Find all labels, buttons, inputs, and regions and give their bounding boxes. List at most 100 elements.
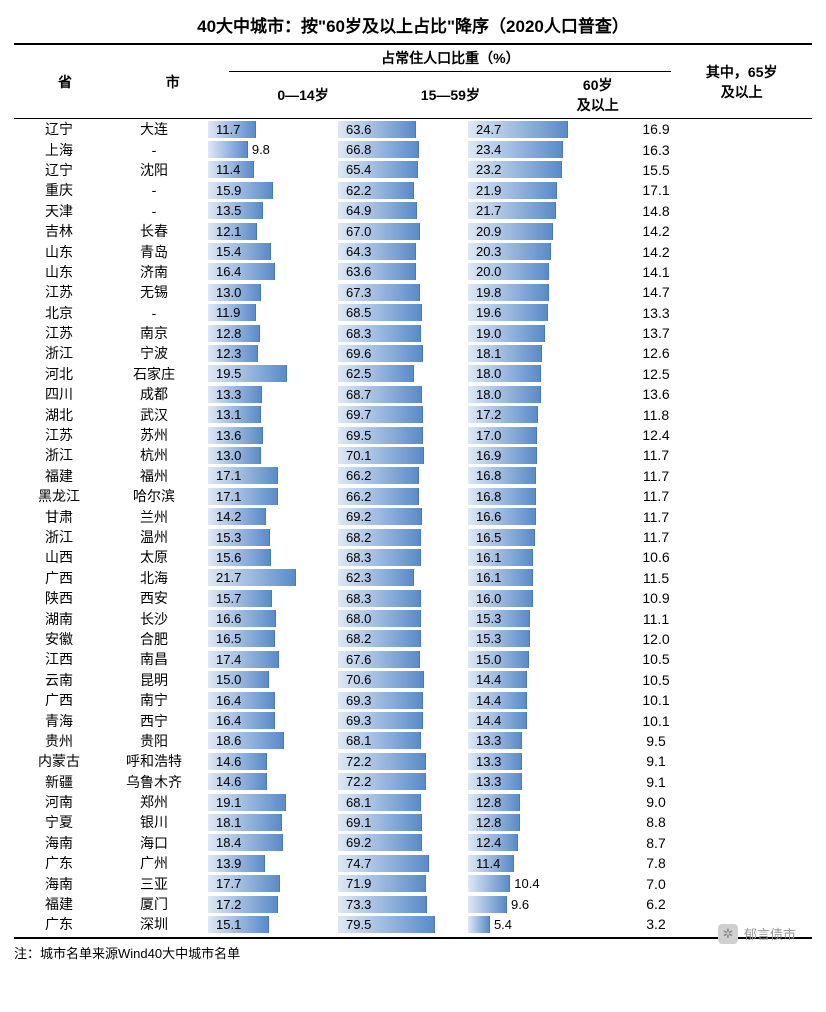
bar-cell: 68.7 bbox=[334, 386, 464, 403]
province-cell: 浙江 bbox=[14, 527, 104, 547]
age65-cell: 14.7 bbox=[594, 284, 718, 300]
province-cell: 宁夏 bbox=[14, 812, 104, 832]
province-cell: 福建 bbox=[14, 466, 104, 486]
province-cell: 江苏 bbox=[14, 425, 104, 445]
table-row: 内蒙古呼和浩特14.672.213.39.1 bbox=[14, 751, 812, 771]
bar-cell: 13.3 bbox=[464, 773, 594, 790]
bar-cell: 14.4 bbox=[464, 671, 594, 688]
bar-value: 67.3 bbox=[346, 284, 371, 301]
table-row: 吉林长春12.167.020.914.2 bbox=[14, 221, 812, 241]
table-row: 海南海口18.469.212.48.7 bbox=[14, 833, 812, 853]
province-cell: 黑龙江 bbox=[14, 486, 104, 506]
bar-value: 14.4 bbox=[476, 671, 501, 688]
province-cell: 江苏 bbox=[14, 323, 104, 343]
bar-cell: 68.1 bbox=[334, 794, 464, 811]
table-row: 江苏无锡13.067.319.814.7 bbox=[14, 282, 812, 302]
bar-cell: 68.2 bbox=[334, 529, 464, 546]
bar-value: 20.3 bbox=[476, 243, 501, 260]
city-cell: 乌鲁木齐 bbox=[104, 772, 204, 792]
bar-value: 16.8 bbox=[476, 467, 501, 484]
bar-cell: 16.1 bbox=[464, 549, 594, 566]
province-cell: 青海 bbox=[14, 711, 104, 731]
bar-value: 68.7 bbox=[346, 386, 371, 403]
city-cell: - bbox=[104, 142, 204, 158]
table-row: 广西北海21.762.316.111.5 bbox=[14, 568, 812, 588]
bar-cell: 68.1 bbox=[334, 732, 464, 749]
age65-cell: 12.6 bbox=[594, 345, 718, 361]
bar-value: 16.6 bbox=[216, 610, 241, 627]
age65-cell: 7.8 bbox=[594, 855, 718, 871]
bar-value: 16.4 bbox=[216, 692, 241, 709]
city-cell: 厦门 bbox=[104, 894, 204, 914]
bar-cell: 65.4 bbox=[334, 161, 464, 178]
table-row: 辽宁大连11.763.624.716.9 bbox=[14, 119, 812, 139]
bar-value: 68.3 bbox=[346, 325, 371, 342]
bar-cell: 15.3 bbox=[464, 630, 594, 647]
bar-cell: 15.9 bbox=[204, 182, 334, 199]
province-cell: 广东 bbox=[14, 853, 104, 873]
bar-value: 11.4 bbox=[476, 855, 500, 872]
bar-value: 16.1 bbox=[476, 569, 501, 586]
bar-value: 64.3 bbox=[346, 243, 371, 260]
bar-cell: 24.7 bbox=[464, 121, 594, 138]
bar-value: 17.1 bbox=[216, 488, 241, 505]
city-cell: 南昌 bbox=[104, 649, 204, 669]
city-cell: 西安 bbox=[104, 588, 204, 608]
bar-cell: 15.3 bbox=[204, 529, 334, 546]
table-row: 山西太原15.668.316.110.6 bbox=[14, 547, 812, 567]
bar-value: 12.1 bbox=[216, 223, 241, 240]
bar-value: 16.1 bbox=[476, 549, 501, 566]
bar-cell: 68.3 bbox=[334, 590, 464, 607]
bar-value: 15.0 bbox=[476, 651, 501, 668]
bar-value: 68.0 bbox=[346, 610, 371, 627]
bar-cell: 17.1 bbox=[204, 467, 334, 484]
bar-cell: 14.4 bbox=[464, 692, 594, 709]
bar-cell: 19.5 bbox=[204, 365, 334, 382]
bar-value: 21.7 bbox=[476, 202, 501, 219]
bar-cell: 16.0 bbox=[464, 590, 594, 607]
bar-value: 12.8 bbox=[476, 794, 501, 811]
province-cell: 贵州 bbox=[14, 731, 104, 751]
bar-cell: 69.5 bbox=[334, 427, 464, 444]
province-cell: 北京 bbox=[14, 303, 104, 323]
province-cell: 浙江 bbox=[14, 343, 104, 363]
bar-cell: 11.4 bbox=[204, 161, 334, 178]
bar-cell: 23.4 bbox=[464, 141, 594, 158]
bar-cell: 17.0 bbox=[464, 427, 594, 444]
bar-value: 14.2 bbox=[216, 508, 241, 525]
table-row: 浙江温州15.368.216.511.7 bbox=[14, 527, 812, 547]
bar-cell: 69.3 bbox=[334, 692, 464, 709]
age65-cell: 8.8 bbox=[594, 814, 718, 830]
bar-cell: 72.2 bbox=[334, 753, 464, 770]
province-cell: 山东 bbox=[14, 242, 104, 262]
bar-value: 66.8 bbox=[346, 141, 371, 158]
age65-cell: 6.2 bbox=[594, 896, 718, 912]
watermark-text: 郁言债市 bbox=[744, 924, 796, 943]
province-cell: 辽宁 bbox=[14, 160, 104, 180]
bar-value: 17.1 bbox=[216, 467, 241, 484]
bar-value: 63.6 bbox=[346, 121, 371, 138]
bar-value: 19.6 bbox=[476, 304, 501, 321]
bar-value: 17.0 bbox=[476, 427, 501, 444]
city-cell: 哈尔滨 bbox=[104, 486, 204, 506]
bar-cell: 14.4 bbox=[464, 712, 594, 729]
age65-cell: 14.1 bbox=[594, 264, 718, 280]
age65-cell: 11.7 bbox=[594, 447, 718, 463]
table-row: 湖南长沙16.668.015.311.1 bbox=[14, 608, 812, 628]
city-cell: 银川 bbox=[104, 812, 204, 832]
province-cell: 安徽 bbox=[14, 629, 104, 649]
bar-value: 14.4 bbox=[476, 712, 501, 729]
province-cell: 天津 bbox=[14, 201, 104, 221]
province-cell: 河南 bbox=[14, 792, 104, 812]
table-row: 山东青岛15.464.320.314.2 bbox=[14, 241, 812, 261]
bar-cell: 15.6 bbox=[204, 549, 334, 566]
table-row: 江苏南京12.868.319.013.7 bbox=[14, 323, 812, 343]
table-row: 宁夏银川18.169.112.88.8 bbox=[14, 812, 812, 832]
city-cell: 广州 bbox=[104, 853, 204, 873]
bar-value: 11.9 bbox=[216, 304, 240, 321]
city-cell: 兰州 bbox=[104, 507, 204, 527]
bar-value: 72.2 bbox=[346, 753, 371, 770]
bar-value: 15.3 bbox=[216, 529, 241, 546]
bar-value: 13.0 bbox=[216, 284, 241, 301]
bar-cell: 17.2 bbox=[464, 406, 594, 423]
